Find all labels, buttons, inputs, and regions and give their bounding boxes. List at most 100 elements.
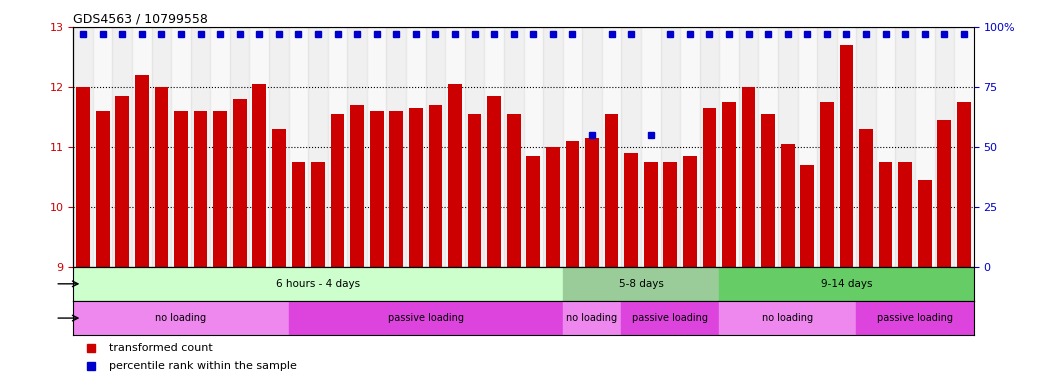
- Bar: [585, 138, 599, 267]
- Bar: [719, 301, 856, 335]
- Bar: [935, 27, 954, 267]
- Bar: [644, 162, 658, 267]
- Bar: [214, 111, 227, 267]
- Bar: [386, 27, 406, 267]
- Bar: [602, 27, 621, 267]
- Bar: [194, 111, 207, 267]
- Bar: [798, 27, 817, 267]
- Bar: [624, 153, 638, 267]
- Bar: [781, 144, 795, 267]
- Bar: [389, 111, 403, 267]
- Bar: [448, 84, 462, 267]
- Bar: [895, 27, 915, 267]
- Bar: [641, 27, 661, 267]
- Bar: [308, 27, 328, 267]
- Bar: [504, 27, 524, 267]
- Bar: [174, 111, 187, 267]
- Bar: [683, 156, 696, 267]
- Bar: [210, 27, 230, 267]
- Bar: [269, 27, 289, 267]
- Bar: [445, 27, 465, 267]
- Bar: [898, 162, 912, 267]
- Text: no loading: no loading: [566, 313, 618, 323]
- Bar: [152, 27, 171, 267]
- Bar: [915, 27, 935, 267]
- Bar: [661, 27, 681, 267]
- Bar: [621, 301, 719, 335]
- Bar: [761, 114, 775, 267]
- Bar: [115, 96, 129, 267]
- Bar: [664, 162, 677, 267]
- Bar: [76, 87, 90, 267]
- Bar: [582, 27, 602, 267]
- Bar: [426, 27, 445, 267]
- Bar: [703, 108, 716, 267]
- Bar: [937, 120, 952, 267]
- Bar: [487, 96, 500, 267]
- Bar: [191, 27, 210, 267]
- Bar: [291, 162, 306, 267]
- Bar: [918, 180, 932, 267]
- Bar: [837, 27, 856, 267]
- Bar: [856, 301, 974, 335]
- Bar: [719, 27, 739, 267]
- Bar: [562, 301, 621, 335]
- Bar: [112, 27, 132, 267]
- Bar: [348, 27, 366, 267]
- Bar: [562, 267, 719, 301]
- Bar: [860, 129, 873, 267]
- Bar: [719, 267, 974, 301]
- Bar: [565, 141, 579, 267]
- Bar: [331, 114, 344, 267]
- Bar: [311, 162, 325, 267]
- Bar: [957, 102, 971, 267]
- Text: passive loading: passive loading: [877, 313, 953, 323]
- Bar: [507, 114, 520, 267]
- Bar: [73, 267, 562, 301]
- Bar: [465, 27, 485, 267]
- Text: no loading: no loading: [155, 313, 206, 323]
- Text: no loading: no loading: [762, 313, 814, 323]
- Bar: [468, 114, 482, 267]
- Bar: [135, 75, 149, 267]
- Bar: [370, 111, 383, 267]
- Text: passive loading: passive loading: [387, 313, 464, 323]
- Bar: [289, 301, 562, 335]
- Bar: [289, 27, 308, 267]
- Bar: [249, 27, 269, 267]
- Bar: [93, 27, 112, 267]
- Bar: [524, 27, 543, 267]
- Bar: [73, 27, 93, 267]
- Bar: [856, 27, 876, 267]
- Bar: [527, 156, 540, 267]
- Bar: [876, 27, 895, 267]
- Bar: [485, 27, 504, 267]
- Bar: [547, 147, 560, 267]
- Bar: [758, 27, 778, 267]
- Text: GDS4563 / 10799558: GDS4563 / 10799558: [73, 13, 208, 26]
- Bar: [562, 27, 582, 267]
- Bar: [778, 27, 798, 267]
- Bar: [252, 84, 266, 267]
- Text: 9-14 days: 9-14 days: [821, 279, 872, 289]
- Bar: [409, 108, 423, 267]
- Text: 6 hours - 4 days: 6 hours - 4 days: [276, 279, 360, 289]
- Bar: [96, 111, 110, 267]
- Bar: [132, 27, 152, 267]
- Bar: [428, 105, 442, 267]
- Text: passive loading: passive loading: [632, 313, 709, 323]
- Bar: [878, 162, 892, 267]
- Bar: [817, 27, 837, 267]
- Bar: [739, 27, 758, 267]
- Bar: [406, 27, 426, 267]
- Bar: [820, 102, 833, 267]
- Bar: [366, 27, 386, 267]
- Text: transformed count: transformed count: [109, 343, 213, 353]
- Bar: [328, 27, 348, 267]
- Bar: [230, 27, 249, 267]
- Bar: [840, 45, 853, 267]
- Text: percentile rank within the sample: percentile rank within the sample: [109, 361, 297, 371]
- Bar: [543, 27, 562, 267]
- Bar: [605, 114, 619, 267]
- Bar: [73, 301, 289, 335]
